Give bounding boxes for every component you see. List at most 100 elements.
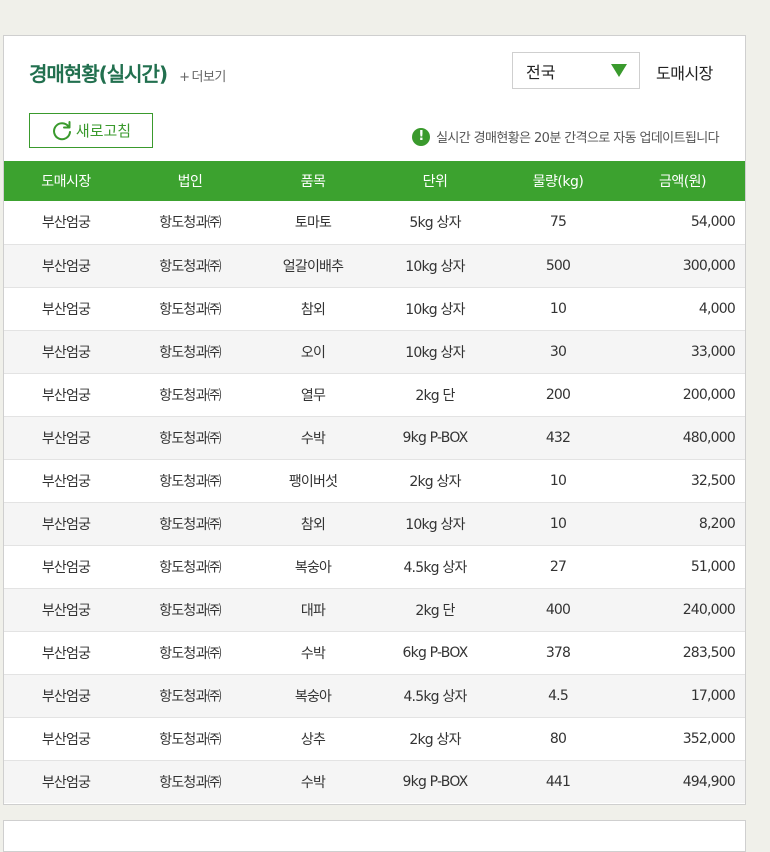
- cell-amount: 480,000: [682, 429, 736, 446]
- table-row: 부산엄궁 항도청과㈜ 오이 10kg 상자 30 33,000: [4, 330, 745, 373]
- cell-market: 부산엄궁: [41, 602, 91, 619]
- column-header-quantity: 물량(kg): [532, 174, 584, 190]
- wholesale-market-link[interactable]: 도매시장: [656, 64, 713, 83]
- cell-amount: 51,000: [690, 558, 736, 575]
- cell-corporation: 항도청과㈜: [159, 516, 221, 533]
- cell-amount: 8,200: [698, 515, 736, 532]
- table-row: 부산엄궁 항도청과㈜ 대파 2kg 단 400 240,000: [4, 588, 745, 631]
- cell-unit: 2kg 단: [415, 387, 455, 404]
- cell-unit: 5kg 상자: [409, 215, 461, 232]
- cell-unit: 10kg 상자: [405, 344, 465, 361]
- cell-quantity: 432: [545, 429, 571, 446]
- region-select-value: 전국: [526, 62, 556, 82]
- cell-amount: 283,500: [682, 644, 736, 661]
- cell-item: 참외: [300, 301, 326, 318]
- cell-unit: 4.5kg 상자: [403, 559, 467, 576]
- cell-corporation: 항도청과㈜: [159, 215, 221, 232]
- cell-item: 수박: [300, 774, 326, 791]
- cell-corporation: 항도청과㈜: [159, 688, 221, 705]
- cell-market: 부산엄궁: [41, 301, 91, 318]
- cell-corporation: 항도청과㈜: [159, 774, 221, 791]
- cell-quantity: 500: [545, 257, 571, 274]
- column-header-unit: 단위: [422, 174, 448, 190]
- auction-table: 도매시장 법인 품목 단위 물량(kg) 금액(원) 부산엄궁 항도청과㈜ 토마토 5…: [4, 161, 745, 803]
- cell-item: 토마토: [294, 215, 332, 232]
- table-row: 부산엄궁 항도청과㈜ 상추 2kg 상자 80 352,000: [4, 717, 745, 760]
- refresh-icon: [52, 120, 71, 140]
- cell-unit: 9kg P-BOX: [402, 773, 469, 790]
- table-row: 부산엄궁 항도청과㈜ 참외 10kg 상자 10 8,200: [4, 502, 745, 545]
- cell-unit: 2kg 상자: [409, 731, 461, 748]
- cell-unit: 2kg 상자: [409, 473, 461, 490]
- cell-amount: 494,900: [682, 773, 736, 790]
- update-notice-text: 실시간 경매현황은 20분 간격으로 자동 업데이트됩니다: [436, 131, 720, 146]
- plus-icon: +: [179, 70, 190, 85]
- more-link[interactable]: + 더보기: [179, 66, 226, 85]
- cell-unit: 6kg P-BOX: [402, 644, 469, 661]
- cell-item: 얼갈이배추: [282, 258, 344, 275]
- cell-quantity: 30: [549, 343, 567, 360]
- column-header-corporation: 법인: [177, 174, 203, 190]
- cell-quantity: 10: [549, 472, 567, 489]
- cell-unit: 4.5kg 상자: [403, 688, 467, 705]
- cell-amount: 54,000: [690, 214, 736, 231]
- cell-item: 수박: [300, 430, 326, 447]
- cell-item: 대파: [300, 602, 326, 619]
- cell-item: 오이: [300, 344, 326, 361]
- update-notice: ! 실시간 경매현황은 20분 간격으로 자동 업데이트됩니다: [412, 127, 720, 146]
- cell-corporation: 항도청과㈜: [159, 258, 221, 275]
- table-row: 부산엄궁 항도청과㈜ 복숭아 4.5kg 상자 4.5 17,000: [4, 674, 745, 717]
- cell-corporation: 항도청과㈜: [159, 301, 221, 318]
- cell-quantity: 400: [545, 601, 571, 618]
- table-row: 부산엄궁 항도청과㈜ 복숭아 4.5kg 상자 27 51,000: [4, 545, 745, 588]
- cell-unit: 10kg 상자: [405, 258, 465, 275]
- cell-amount: 33,000: [690, 343, 736, 360]
- cell-corporation: 항도청과㈜: [159, 430, 221, 447]
- cell-item: 상추: [300, 731, 326, 748]
- cell-item: 팽이버섯: [288, 473, 338, 490]
- cell-amount: 300,000: [682, 257, 736, 274]
- cell-item: 복숭아: [294, 688, 332, 705]
- cell-item: 열무: [300, 387, 326, 404]
- column-header-item: 품목: [300, 174, 326, 190]
- region-select[interactable]: 전국: [512, 52, 640, 89]
- cell-quantity: 10: [549, 515, 567, 532]
- cell-amount: 4,000: [698, 300, 736, 317]
- cell-market: 부산엄궁: [41, 387, 91, 404]
- cell-market: 부산엄궁: [41, 344, 91, 361]
- table-row: 부산엄궁 항도청과㈜ 토마토 5kg 상자 75 54,000: [4, 201, 745, 244]
- cell-corporation: 항도청과㈜: [159, 344, 221, 361]
- table-row: 부산엄궁 항도청과㈜ 수박 9kg P-BOX 432 480,000: [4, 416, 745, 459]
- refresh-button[interactable]: 새로고침: [29, 113, 153, 148]
- cell-quantity: 441: [545, 773, 571, 790]
- cell-amount: 352,000: [682, 730, 736, 747]
- cell-unit: 10kg 상자: [405, 516, 465, 533]
- cell-market: 부산엄궁: [41, 215, 91, 232]
- cell-item: 참외: [300, 516, 326, 533]
- cell-market: 부산엄궁: [41, 430, 91, 447]
- refresh-button-label: 새로고침: [75, 122, 132, 140]
- cell-amount: 200,000: [682, 386, 736, 403]
- more-link-label: 더보기: [191, 70, 227, 85]
- auction-status-panel: 경매현황(실시간) + 더보기 전국 도매시장 새로고침 ! 실시간 경매현황은 …: [3, 35, 746, 805]
- dropdown-triangle-icon: [611, 64, 627, 77]
- cell-unit: 2kg 단: [415, 602, 455, 619]
- cell-market: 부산엄궁: [41, 258, 91, 275]
- cell-corporation: 항도청과㈜: [159, 731, 221, 748]
- cell-quantity: 4.5: [548, 687, 569, 704]
- cell-quantity: 27: [549, 558, 567, 575]
- table-row: 부산엄궁 항도청과㈜ 열무 2kg 단 200 200,000: [4, 373, 745, 416]
- cell-market: 부산엄궁: [41, 559, 91, 576]
- page-title: 경매현황(실시간): [29, 62, 168, 86]
- table-row: 부산엄궁 항도청과㈜ 얼갈이배추 10kg 상자 500 300,000: [4, 244, 745, 287]
- column-header-amount: 금액(원): [658, 174, 707, 190]
- cell-market: 부산엄궁: [41, 516, 91, 533]
- cell-quantity: 75: [549, 214, 567, 231]
- cell-market: 부산엄궁: [41, 645, 91, 662]
- next-panel: [3, 820, 746, 852]
- cell-corporation: 항도청과㈜: [159, 602, 221, 619]
- cell-item: 복숭아: [294, 559, 332, 576]
- cell-corporation: 항도청과㈜: [159, 387, 221, 404]
- cell-amount: 17,000: [690, 687, 736, 704]
- cell-quantity: 80: [549, 730, 567, 747]
